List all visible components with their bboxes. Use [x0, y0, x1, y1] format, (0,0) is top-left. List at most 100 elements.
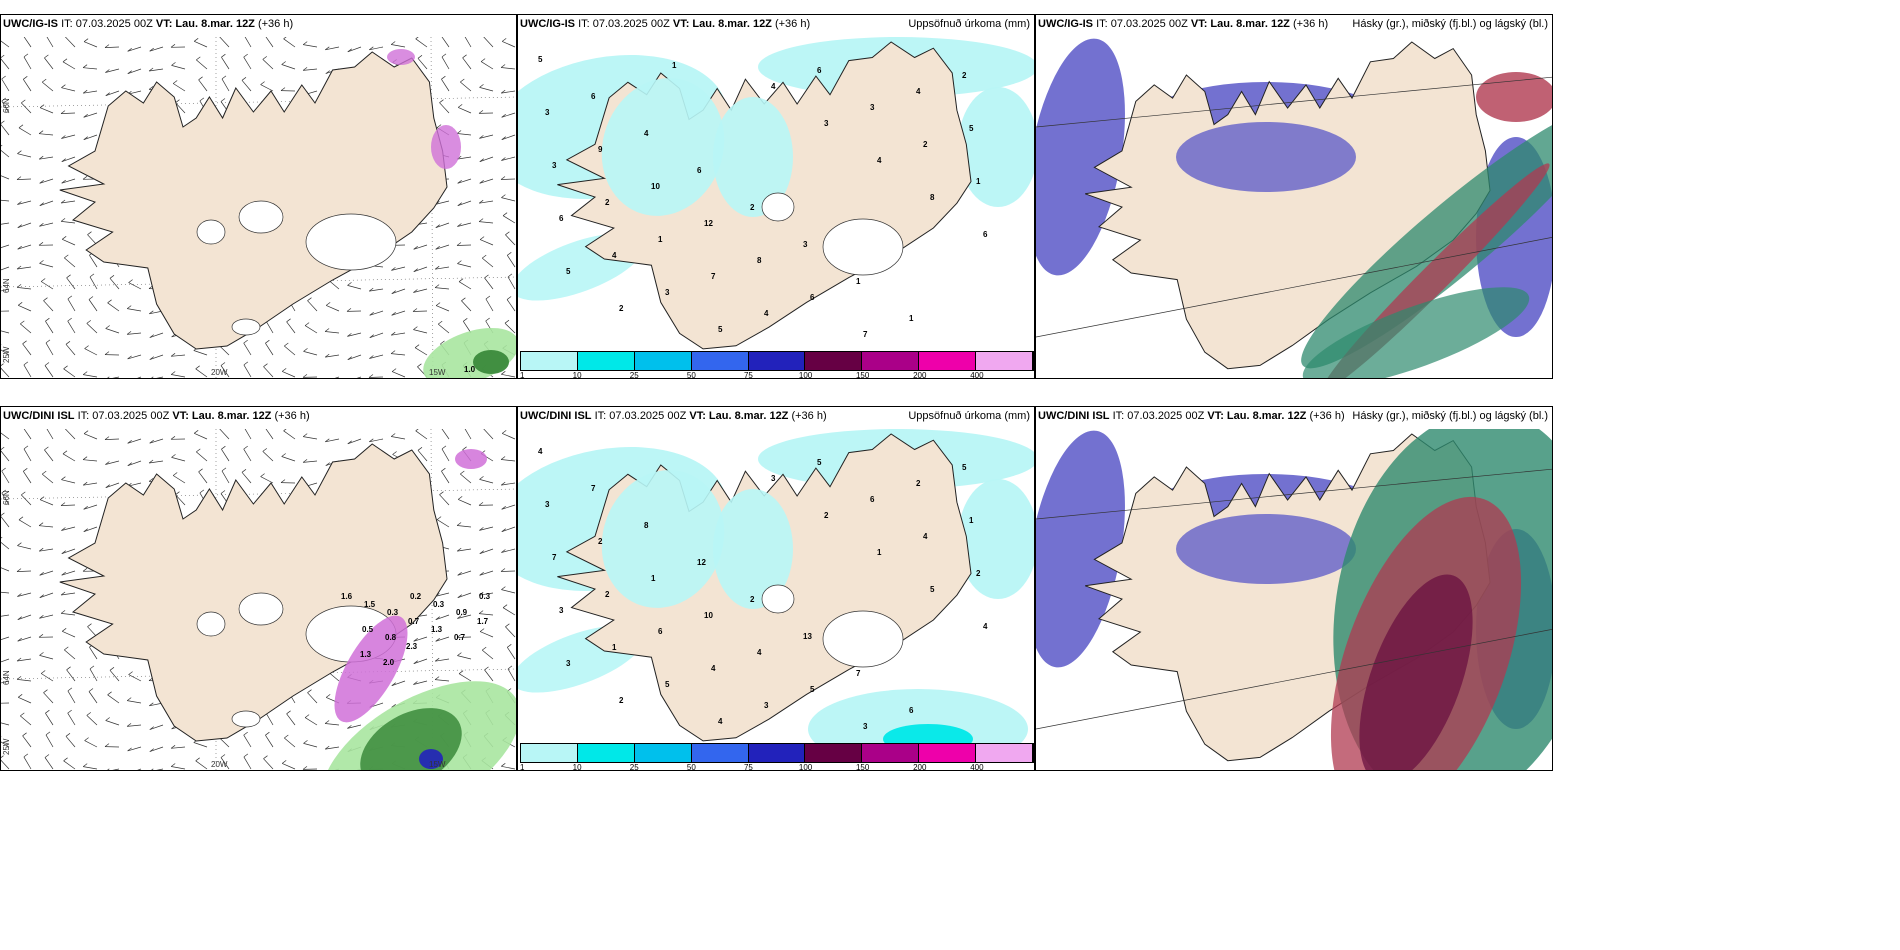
wind-barb [89, 255, 98, 268]
wind-barb [479, 526, 494, 531]
wind-barb [17, 614, 32, 621]
wind-barb-tick [501, 586, 506, 590]
wind-barb [83, 41, 98, 48]
wind-barb-tick [62, 58, 68, 63]
wind-barb-tick [127, 462, 133, 466]
cloud-mid [1302, 287, 1530, 378]
wind-barb-tick [303, 740, 308, 744]
wind-barb-tick [44, 362, 50, 366]
wind-barb [501, 67, 516, 70]
wind-barb-tick [441, 467, 446, 472]
wind-barb-tick [307, 689, 312, 693]
precip-value: 3 [552, 161, 557, 170]
precip-value: 4 [983, 622, 988, 631]
wind-barb [347, 46, 362, 53]
precip-value: 2 [619, 304, 624, 313]
wind-barb-tick [507, 665, 513, 670]
field-title: Hásky (gr.), miðský (fj.bl.) og lágský (… [1352, 18, 1548, 30]
colorbar-swatch [577, 744, 635, 762]
snow-area [387, 49, 415, 65]
wind-barb-tick [479, 572, 484, 576]
wind-barb-tick [170, 44, 176, 48]
panel-header: UWC/DINI ISL IT: 07.03.2025 00Z VT: Lau.… [520, 410, 827, 422]
wind-barb [369, 46, 384, 51]
wind-barb-tick [128, 279, 133, 283]
wind-barb-tick [17, 245, 22, 250]
wind-barb [441, 448, 450, 462]
wind-barb-tick [39, 223, 44, 227]
wind-barb [44, 449, 54, 462]
colorbar-ticks: 1 10 25 50 75 100 150 200 400 [520, 371, 1034, 379]
wind-barb-tick [347, 725, 352, 729]
glacier [231, 318, 261, 336]
wind-barb-tick [127, 70, 133, 74]
wind-barb [104, 46, 120, 48]
wind-barb [437, 323, 450, 334]
wind-barb [198, 79, 208, 92]
wind-barb [502, 607, 516, 616]
wind-barb [1, 124, 10, 136]
precip-area [958, 87, 1034, 207]
wind-barb-tick [463, 318, 468, 322]
wind-barb [17, 658, 32, 662]
wind-barb [107, 694, 120, 704]
wind-barb-tick [460, 78, 465, 83]
wind-barb [1, 759, 10, 770]
wind-barb [347, 285, 362, 290]
wind-barb [480, 61, 494, 70]
wind-barb [62, 61, 76, 70]
wind-barb [283, 430, 296, 440]
precip-value: 3 [665, 288, 670, 297]
wind-barb-tick [109, 667, 115, 671]
precip-value: 3 [566, 659, 571, 668]
wind-barb [39, 655, 54, 660]
wind-barb [244, 429, 252, 440]
wind-barb [83, 67, 98, 70]
wind-barb-tick [39, 652, 44, 656]
wind-barb-tick [195, 757, 200, 762]
wind-barb [262, 59, 274, 70]
precip-value: 2 [923, 140, 928, 149]
wind-barb-tick [457, 180, 462, 184]
wind-barb [1, 680, 10, 684]
wind-barb [39, 200, 54, 207]
axis-label: 25W [2, 346, 11, 363]
wind-barb-tick [39, 202, 45, 206]
wind-barb [456, 244, 472, 246]
wind-barb [507, 668, 516, 682]
precip-value: 10 [704, 611, 713, 620]
glacier [822, 218, 904, 276]
wind-barb-tick [457, 615, 462, 619]
wind-barb-tick [63, 365, 68, 370]
wind-barb-tick [436, 516, 442, 520]
precip-value: 8 [757, 256, 762, 265]
wind-barb [461, 300, 472, 312]
wind-barb [219, 429, 230, 440]
wind-barb [391, 266, 406, 271]
wind-barb-tick [82, 763, 88, 767]
wind-barb-tick [413, 681, 418, 685]
wind-barb-tick [417, 447, 423, 451]
panel-header: UWC/IG-IS IT: 07.03.2025 00Z VT: Lau. 8.… [1038, 18, 1329, 30]
precip-value: 2 [605, 198, 610, 207]
wind-barb [457, 222, 472, 227]
wind-barb [171, 374, 186, 378]
wind-barb [60, 112, 76, 114]
wind-barb-tick [441, 53, 447, 58]
wind-barb-tick [456, 522, 462, 526]
wind-barb [62, 238, 76, 246]
wind-barb [464, 429, 472, 440]
glacier [305, 213, 397, 271]
wind-barb-tick [479, 527, 484, 531]
colorbar-tick-label: 25 [629, 371, 639, 379]
wind-barb-tick [38, 130, 44, 134]
wind-barb-tick [417, 363, 422, 368]
wind-barb-tick [1, 363, 4, 367]
wind-barb [241, 80, 252, 92]
wind-barb [60, 504, 76, 506]
wind-barb-tick [478, 610, 484, 614]
wind-barb-tick [500, 64, 506, 68]
wind-barb [45, 342, 54, 356]
wind-barb [415, 430, 428, 440]
wind-barb [281, 456, 296, 462]
